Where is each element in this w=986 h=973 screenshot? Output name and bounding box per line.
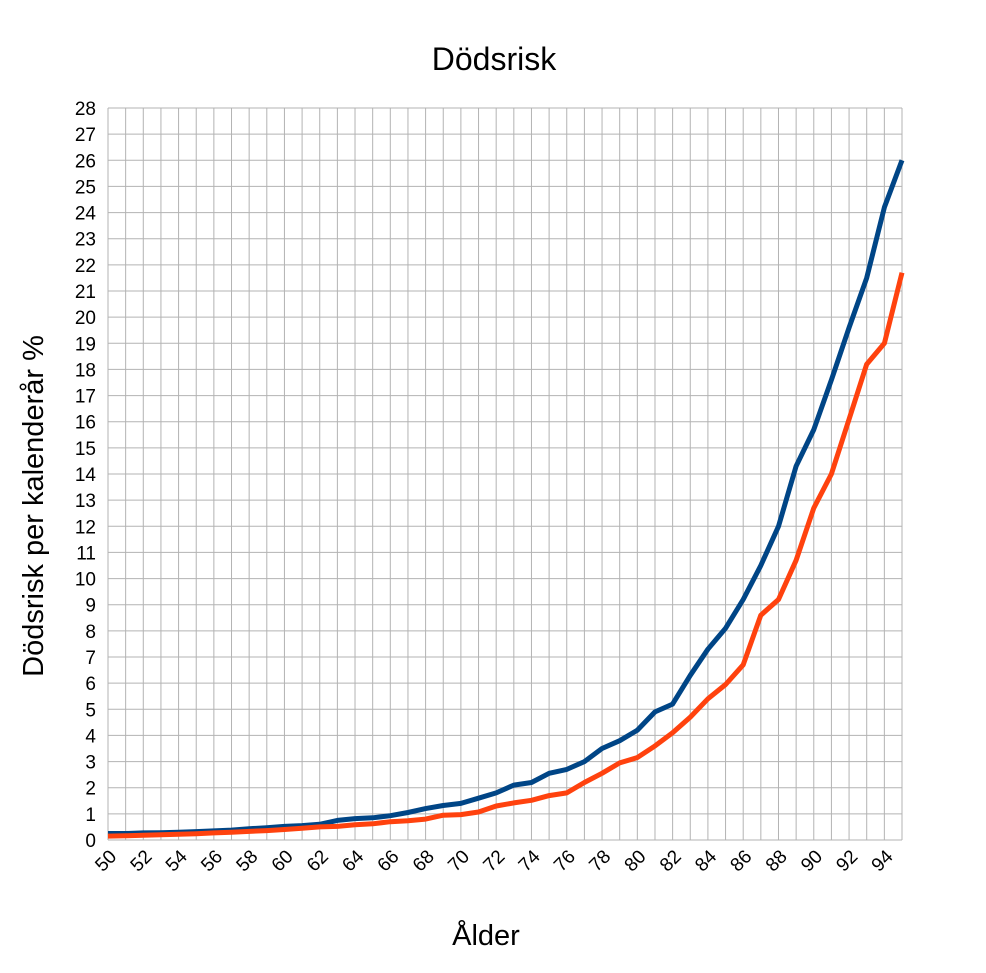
y-tick-label: 19 — [75, 334, 96, 355]
y-axis-ticks: 0123456789101112131415161718192021222324… — [75, 99, 97, 852]
y-tick-label: 25 — [75, 177, 96, 198]
y-tick-label: 9 — [85, 596, 96, 617]
y-tick-label: 13 — [75, 491, 96, 512]
y-tick-label: 3 — [85, 753, 96, 774]
x-axis-ticks: 50 52 54 56 58 60 62 64 66 68 70 72 74 76 78 80 82 84 86 88… — [91, 846, 897, 876]
y-tick-label: 1 — [85, 805, 96, 826]
y-tick-label: 24 — [75, 204, 97, 225]
y-tick-label: 14 — [75, 465, 97, 486]
y-tick-label: 5 — [85, 700, 96, 721]
y-tick-label: 23 — [75, 230, 96, 251]
series-line-2 — [107, 272, 905, 839]
y-tick-label: 12 — [75, 517, 96, 538]
chart-title: Dödsrisk — [432, 41, 557, 77]
y-tick-label: 6 — [85, 674, 96, 695]
y-tick-label: 15 — [75, 439, 96, 460]
y-tick-label: 16 — [75, 413, 96, 434]
y-tick-label: 2 — [85, 779, 96, 800]
y-tick-label: 4 — [85, 726, 96, 747]
x-axis-title: Ålder — [452, 919, 520, 952]
y-tick-label: 0 — [85, 831, 96, 852]
y-tick-label: 26 — [75, 151, 96, 172]
y-tick-label: 17 — [75, 387, 96, 408]
grid — [107, 107, 903, 841]
y-tick-label: 27 — [75, 125, 96, 146]
y-tick-label: 18 — [75, 360, 96, 381]
y-tick-label: 28 — [75, 99, 96, 120]
y-tick-label: 8 — [85, 622, 96, 643]
y-tick-label: 20 — [75, 308, 96, 329]
series-layer — [107, 159, 905, 839]
y-tick-label: 11 — [76, 543, 96, 564]
y-tick-label: 10 — [75, 570, 96, 591]
y-tick-label: 21 — [75, 282, 96, 303]
y-tick-label: 7 — [85, 648, 96, 669]
y-tick-label: 22 — [75, 256, 96, 277]
y-axis-title: Dödsrisk per kalenderår % — [18, 335, 50, 677]
